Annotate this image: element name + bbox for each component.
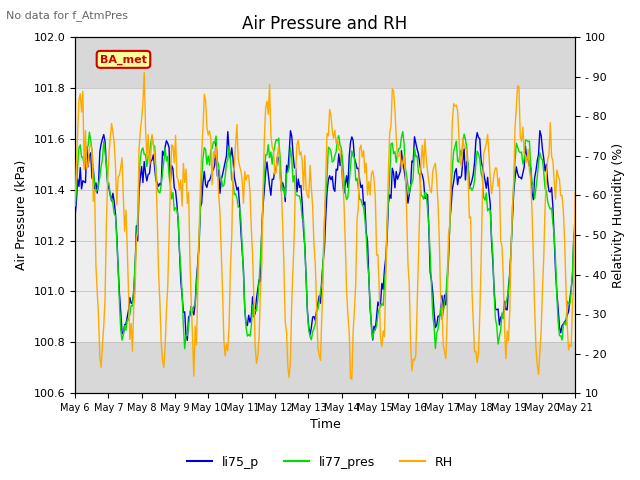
X-axis label: Time: Time (310, 419, 340, 432)
Text: No data for f_AtmPres: No data for f_AtmPres (6, 10, 129, 21)
Y-axis label: Air Pressure (kPa): Air Pressure (kPa) (15, 160, 28, 270)
Text: BA_met: BA_met (100, 54, 147, 64)
Bar (75, 88, 575, 342)
Title: Air Pressure and RH: Air Pressure and RH (243, 15, 408, 33)
Y-axis label: Relativity Humidity (%): Relativity Humidity (%) (612, 143, 625, 288)
Legend: li75_p, li77_pres, RH: li75_p, li77_pres, RH (182, 451, 458, 474)
